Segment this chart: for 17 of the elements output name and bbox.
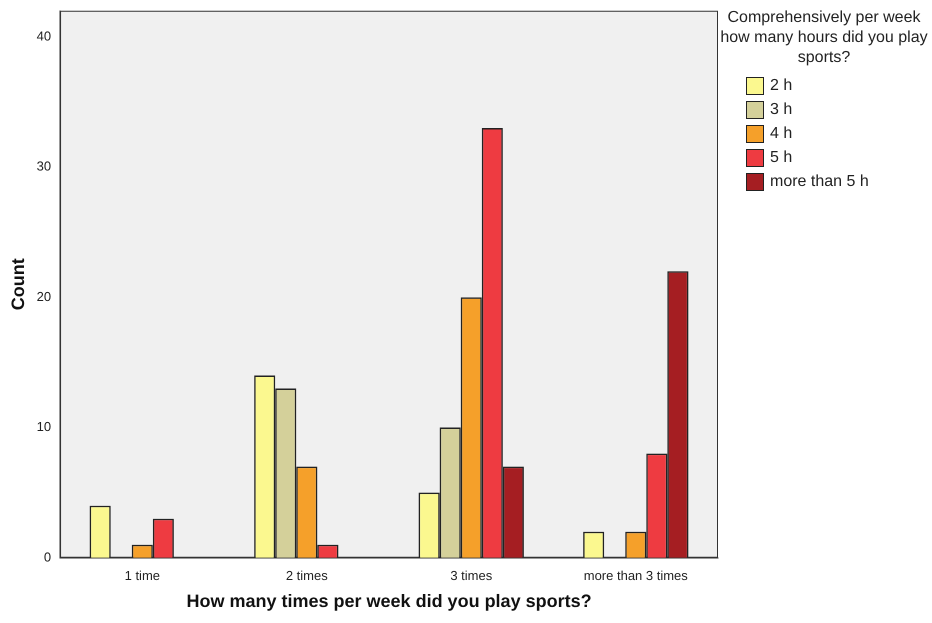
x-axis-title: How many times per week did you play sports?	[186, 591, 592, 612]
y-tick-label: 0	[44, 549, 52, 564]
x-tick-label: 3 times	[450, 568, 493, 584]
legend-label: 3 h	[770, 101, 792, 119]
legend-title: Comprehensively per week how many hours did you play sports?	[719, 8, 929, 68]
legend-label: 4 h	[770, 125, 792, 143]
legend-label: 2 h	[770, 77, 792, 95]
x-tick-label: 1 time	[124, 568, 160, 584]
y-tick-label: 30	[36, 158, 52, 174]
x-tick-label: more than 3 times	[584, 568, 688, 584]
x-tick-label: 2 times	[286, 568, 328, 584]
y-axis-title: Count	[8, 258, 28, 310]
legend-label: 5 h	[770, 149, 792, 167]
y-tick-label: 40	[36, 28, 52, 44]
y-tick-label: 20	[36, 288, 52, 304]
legend-label: more than 5 h	[770, 173, 869, 191]
y-tick-label: 10	[36, 419, 52, 434]
